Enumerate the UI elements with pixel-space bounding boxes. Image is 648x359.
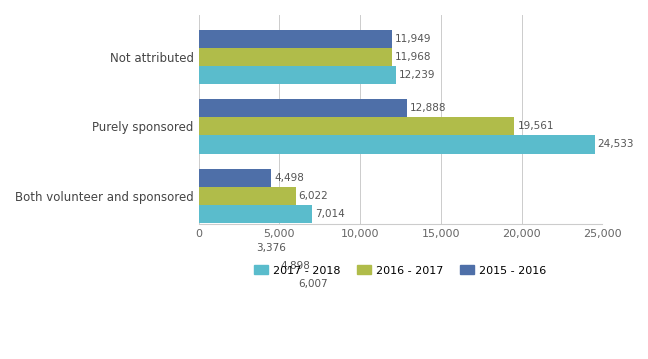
Bar — [198, 30, 391, 48]
Text: 11,949: 11,949 — [395, 34, 431, 44]
Bar — [198, 205, 312, 223]
Bar — [198, 169, 272, 187]
Legend: 2017 - 2018, 2016 - 2017, 2015 - 2016: 2017 - 2018, 2016 - 2017, 2015 - 2016 — [250, 261, 551, 280]
Text: 3,376: 3,376 — [256, 243, 286, 252]
Bar — [198, 275, 295, 293]
Bar — [198, 257, 278, 275]
Text: 6,007: 6,007 — [299, 279, 328, 289]
Text: 4,898: 4,898 — [281, 261, 310, 271]
Text: 11,968: 11,968 — [395, 52, 432, 62]
Bar — [198, 66, 396, 84]
Text: 7,014: 7,014 — [315, 209, 345, 219]
Bar — [198, 117, 515, 135]
Text: 24,533: 24,533 — [597, 140, 634, 149]
Bar — [198, 187, 296, 205]
Bar — [198, 135, 595, 154]
Text: 12,888: 12,888 — [410, 103, 446, 113]
Bar — [198, 99, 407, 117]
Text: 6,022: 6,022 — [299, 191, 329, 201]
Bar — [198, 238, 253, 257]
Text: 12,239: 12,239 — [399, 70, 435, 80]
Text: 19,561: 19,561 — [517, 121, 554, 131]
Text: 4,498: 4,498 — [274, 173, 304, 183]
Bar — [198, 48, 392, 66]
